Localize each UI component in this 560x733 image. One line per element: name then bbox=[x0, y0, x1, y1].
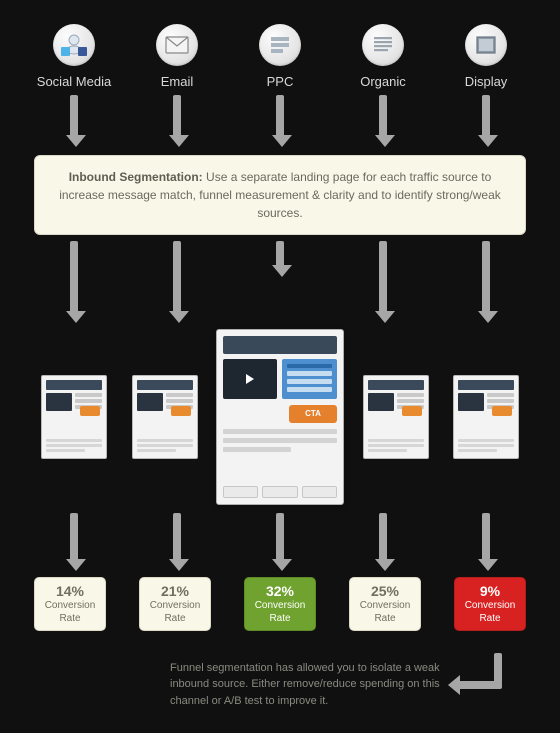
landing-page-featured: CTA bbox=[216, 329, 344, 505]
channel-label: PPC bbox=[267, 74, 294, 89]
channel-ppc: PPC bbox=[240, 0, 320, 89]
rate-label-1: Conversion bbox=[45, 600, 96, 613]
channel-label: Email bbox=[161, 74, 194, 89]
channel-display: Display bbox=[446, 0, 526, 89]
rate-label-2: Rate bbox=[374, 613, 395, 626]
cta-button: CTA bbox=[289, 405, 337, 423]
arrows-top bbox=[0, 95, 560, 147]
landing-page-mini bbox=[453, 375, 519, 459]
rate-percent: 14% bbox=[56, 583, 84, 601]
landing-page-mini bbox=[363, 375, 429, 459]
rate-label-1: Conversion bbox=[360, 600, 411, 613]
arrow-down-icon bbox=[375, 241, 391, 323]
arrow-down-icon bbox=[66, 241, 82, 323]
arrow-down-icon bbox=[169, 95, 185, 147]
arrow-down-icon bbox=[272, 241, 288, 323]
conversion-rate: 21% Conversion Rate bbox=[139, 577, 211, 631]
footnote-text: Funnel segmentation has allowed you to i… bbox=[170, 660, 440, 710]
channel-label: Organic bbox=[360, 74, 406, 89]
landing-page-mini bbox=[41, 375, 107, 459]
channel-email: Email bbox=[137, 0, 217, 89]
landing-page-mini bbox=[132, 375, 198, 459]
social-icon bbox=[53, 24, 95, 66]
callout-bold: Inbound Segmentation: bbox=[69, 170, 203, 184]
rate-label-2: Rate bbox=[59, 613, 80, 626]
arrows-bottom bbox=[0, 513, 560, 571]
arrow-down-icon bbox=[272, 95, 288, 147]
arrows-mid bbox=[0, 241, 560, 323]
segmentation-callout: Inbound Segmentation: Use a separate lan… bbox=[34, 155, 526, 235]
arrow-down-icon bbox=[66, 513, 82, 571]
rate-label-2: Rate bbox=[479, 613, 500, 626]
email-icon bbox=[156, 24, 198, 66]
rate-percent: 25% bbox=[371, 583, 399, 601]
rate-percent: 9% bbox=[480, 583, 500, 601]
organic-icon bbox=[362, 24, 404, 66]
rate-percent: 32% bbox=[266, 583, 294, 601]
arrow-down-icon bbox=[478, 95, 494, 147]
conversion-rate-worst: 9% Conversion Rate bbox=[454, 577, 526, 631]
elbow-arrow-icon bbox=[454, 653, 512, 703]
arrow-down-icon bbox=[66, 95, 82, 147]
arrow-down-icon bbox=[375, 513, 391, 571]
landing-pages-row: CTA bbox=[0, 329, 560, 505]
rate-label-2: Rate bbox=[269, 613, 290, 626]
channel-label: Social Media bbox=[37, 74, 111, 89]
arrow-down-icon bbox=[375, 95, 391, 147]
video-icon bbox=[223, 359, 277, 399]
rate-label-1: Conversion bbox=[465, 600, 516, 613]
rate-percent: 21% bbox=[161, 583, 189, 601]
conversion-rates-row: 14% Conversion Rate 21% Conversion Rate … bbox=[0, 577, 560, 631]
channel-social: Social Media bbox=[34, 0, 114, 89]
conversion-rate-best: 32% Conversion Rate bbox=[244, 577, 316, 631]
ppc-icon bbox=[259, 24, 301, 66]
conversion-rate: 14% Conversion Rate bbox=[34, 577, 106, 631]
display-icon bbox=[465, 24, 507, 66]
arrow-down-icon bbox=[478, 241, 494, 323]
rate-label-2: Rate bbox=[164, 613, 185, 626]
channels-row: Social Media Email PPC bbox=[0, 0, 560, 89]
conversion-rate: 25% Conversion Rate bbox=[349, 577, 421, 631]
channel-organic: Organic bbox=[343, 0, 423, 89]
arrow-down-icon bbox=[169, 513, 185, 571]
rate-label-1: Conversion bbox=[255, 600, 306, 613]
rate-label-1: Conversion bbox=[150, 600, 201, 613]
arrow-down-icon bbox=[169, 241, 185, 323]
arrow-down-icon bbox=[478, 513, 494, 571]
arrow-down-icon bbox=[272, 513, 288, 571]
channel-label: Display bbox=[465, 74, 508, 89]
